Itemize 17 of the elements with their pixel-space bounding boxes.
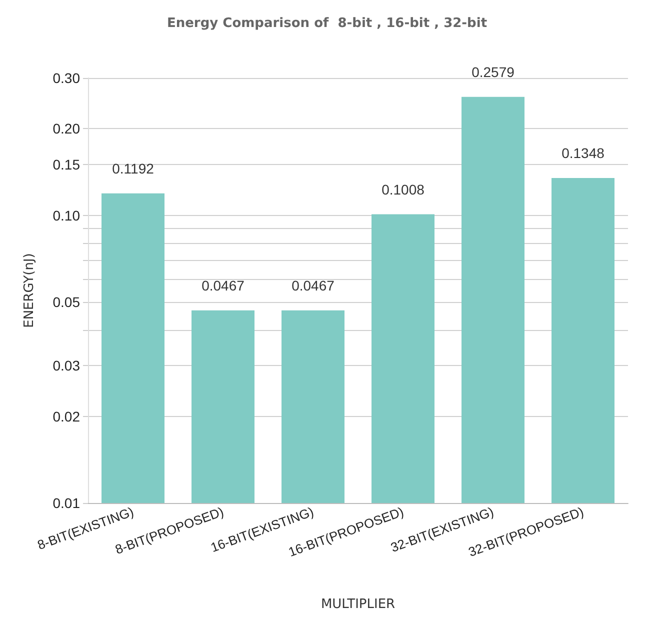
y-tick-label: 0.30: [52, 70, 80, 86]
y-tick-label: 0.10: [52, 207, 80, 224]
y-tick-label: 0.15: [52, 156, 80, 173]
y-axis-title: ENERGY(nJ): [22, 253, 37, 328]
y-tick-label: 0.02: [52, 408, 80, 424]
y-tick-label: 0.05: [52, 294, 80, 310]
x-axis-title: MULTIPLIER: [320, 597, 396, 612]
data-label: 0.1348: [562, 144, 605, 161]
data-label: 0.1192: [112, 160, 154, 176]
chart-title: Energy Comparison of 8-bit , 16-bit , 32-bit: [166, 16, 488, 31]
data-label: 0.0467: [292, 277, 335, 294]
y-tick-label: 0.20: [52, 120, 80, 137]
data-label: 0.1008: [382, 181, 425, 198]
data-label: 0.2579: [472, 64, 515, 80]
data-label: 0.0467: [202, 277, 245, 294]
y-tick-label: 0.03: [52, 358, 80, 374]
y-tick-label: 0.01: [52, 495, 80, 511]
